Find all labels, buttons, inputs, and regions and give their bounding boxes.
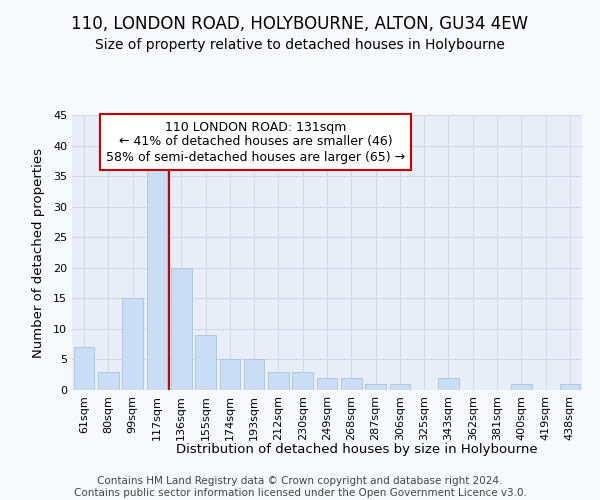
Bar (292, 372, 313, 390)
Text: Size of property relative to detached houses in Holybourne: Size of property relative to detached ho… (95, 38, 505, 52)
Bar (511, 384, 532, 390)
Bar (438, 378, 459, 390)
Y-axis label: Number of detached properties: Number of detached properties (32, 148, 44, 358)
Bar (268, 372, 289, 390)
Bar (244, 360, 265, 390)
Text: 110, LONDON ROAD, HOLYBOURNE, ALTON, GU34 4EW: 110, LONDON ROAD, HOLYBOURNE, ALTON, GU3… (71, 15, 529, 33)
Bar (341, 378, 362, 390)
Bar (365, 384, 386, 390)
Text: Distribution of detached houses by size in Holybourne: Distribution of detached houses by size … (176, 442, 538, 456)
Bar (122, 298, 143, 390)
Text: Contains HM Land Registry data © Crown copyright and database right 2024.
Contai: Contains HM Land Registry data © Crown c… (74, 476, 526, 498)
Bar (389, 384, 410, 390)
Text: 110 LONDON ROAD: 131sqm
← 41% of detached houses are smaller (46)
58% of semi-de: 110 LONDON ROAD: 131sqm ← 41% of detache… (106, 120, 405, 164)
Bar (195, 335, 216, 390)
Bar (171, 268, 191, 390)
Bar (317, 378, 337, 390)
Bar (146, 170, 167, 390)
Bar (74, 347, 94, 390)
Bar (220, 360, 240, 390)
Bar (560, 384, 580, 390)
Bar (98, 372, 119, 390)
